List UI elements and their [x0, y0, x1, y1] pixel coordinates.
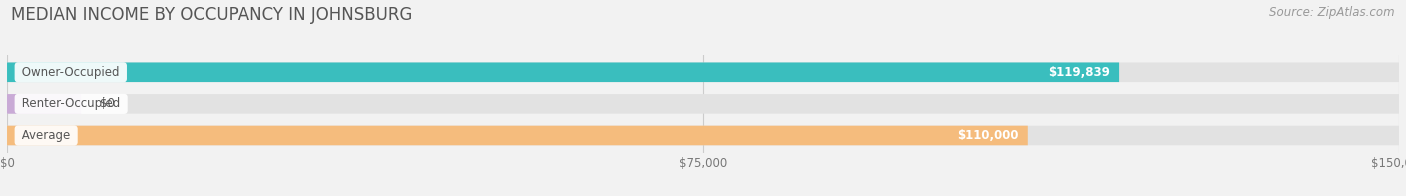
FancyBboxPatch shape [7, 63, 1119, 82]
Text: Renter-Occupied: Renter-Occupied [18, 97, 124, 110]
Text: $0: $0 [100, 97, 115, 110]
Text: Owner-Occupied: Owner-Occupied [18, 66, 124, 79]
Text: Source: ZipAtlas.com: Source: ZipAtlas.com [1270, 6, 1395, 19]
Text: MEDIAN INCOME BY OCCUPANCY IN JOHNSBURG: MEDIAN INCOME BY OCCUPANCY IN JOHNSBURG [11, 6, 412, 24]
FancyBboxPatch shape [7, 126, 1399, 145]
Text: Average: Average [18, 129, 75, 142]
FancyBboxPatch shape [7, 63, 1399, 82]
FancyBboxPatch shape [7, 94, 82, 114]
Text: $119,839: $119,839 [1047, 66, 1109, 79]
FancyBboxPatch shape [7, 126, 1028, 145]
FancyBboxPatch shape [7, 94, 1399, 114]
Text: $110,000: $110,000 [957, 129, 1018, 142]
